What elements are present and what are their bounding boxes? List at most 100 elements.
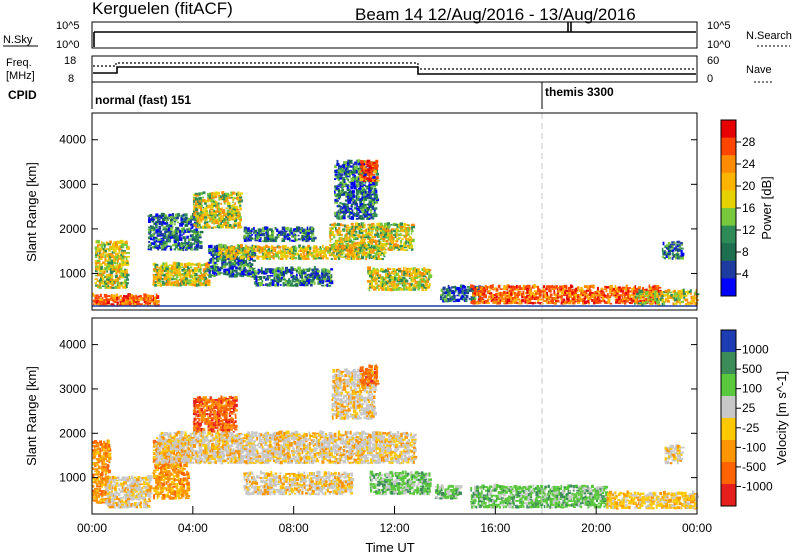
power-echo-cell: [157, 248, 160, 251]
velocity-echo-cell: [97, 465, 101, 468]
power-echo-cell: [350, 205, 353, 208]
velocity-echo-cell: [104, 491, 108, 494]
power-echo-cell: [371, 197, 374, 200]
velocity-echo-cell: [96, 482, 99, 486]
power-echo-cell: [120, 249, 124, 252]
power-echo-cell: [387, 232, 390, 235]
power-echo-cell: [136, 295, 139, 300]
power-echo-cell: [261, 250, 264, 253]
power-echo-cell: [234, 197, 238, 200]
power-echo-cell: [202, 268, 207, 273]
power-echo-cell: [370, 226, 374, 229]
power-echo-cell: [176, 268, 181, 272]
power-echo-cell: [195, 279, 199, 283]
power-echo-cell: [212, 209, 215, 211]
power-echo-cell: [307, 239, 310, 242]
power-echo-cell: [671, 253, 674, 256]
cpid-label: CPID: [8, 88, 37, 102]
power-echo-cell: [415, 285, 418, 289]
power-echo-cell: [260, 246, 262, 251]
power-echo-cell: [164, 215, 167, 220]
power-echo-cell: [351, 240, 355, 243]
velocity-echo-cell: [99, 492, 103, 496]
power-echo-cell: [355, 190, 360, 194]
velocity-echo-cell: [108, 448, 112, 452]
power-echo-cell: [118, 241, 122, 244]
power-echo-cell: [176, 265, 179, 269]
power-echo-cell: [266, 269, 268, 273]
power-echo-cell: [148, 244, 151, 247]
power-echo-cell: [136, 303, 140, 305]
power-echo-cell: [343, 215, 346, 220]
power-echo-cell: [419, 271, 421, 275]
power-echo-cell: [198, 194, 201, 197]
power-echo-cell: [304, 268, 308, 271]
power-echo-cell: [522, 290, 525, 295]
power-echo-cell: [560, 295, 564, 297]
velocity-echo-cell: [143, 485, 146, 488]
power-echo-cell: [248, 253, 251, 256]
power-echo-cell: [155, 295, 160, 299]
power-echo-cell: [486, 302, 490, 304]
power-echo-cell: [495, 288, 499, 291]
power-colorbar-tick-label: 12: [742, 223, 756, 237]
power-echo-cell: [693, 293, 696, 297]
power-echo-cell: [229, 194, 233, 197]
power-echo-cell: [121, 300, 125, 305]
power-echo-cell: [122, 253, 124, 256]
power-echo-cell: [361, 187, 365, 190]
power-echo-cell: [105, 241, 109, 246]
power-echo-cell: [211, 255, 215, 258]
power-echo-cell: [339, 223, 342, 227]
power-echo-cell: [342, 212, 347, 216]
power-echo-cell: [352, 173, 355, 176]
power-echo-cell: [234, 254, 237, 258]
power-echo-cell: [329, 248, 332, 251]
power-echo-cell: [610, 292, 613, 297]
power-echo-cell: [647, 300, 651, 303]
power-echo-cell: [126, 242, 128, 246]
power-echo-cell: [376, 226, 379, 229]
power-echo-cell: [338, 249, 342, 252]
power-echo-cell: [115, 270, 118, 273]
power-echo-cell: [364, 191, 368, 194]
power-echo-cell: [564, 287, 567, 290]
power-echo-cell: [273, 279, 277, 283]
power-echo-cell: [185, 282, 188, 287]
power-echo-cell: [478, 298, 481, 300]
power-echo-cell: [654, 293, 658, 297]
power-echo-cell: [160, 271, 163, 274]
power-echo-cell: [260, 232, 262, 234]
power-echo-cell: [363, 236, 367, 239]
power-echo-cell: [182, 277, 186, 281]
power-echo-cell: [277, 232, 281, 234]
power-echo-cell: [682, 291, 686, 296]
velocity-echo-cell: [126, 488, 129, 491]
power-echo-cell: [167, 232, 171, 235]
power-echo-cell: [684, 294, 688, 297]
power-echo-cell: [115, 252, 119, 256]
power-echo-cell: [388, 276, 392, 279]
power-echo-cell: [634, 296, 637, 299]
power-echo-cell: [205, 207, 208, 211]
power-echo-cell: [186, 273, 190, 277]
power-echo-cell: [120, 274, 125, 279]
power-echo-cell: [214, 250, 217, 254]
velocity-echo-cell: [101, 490, 105, 494]
power-echo-cell: [195, 224, 198, 229]
power-echo-cell: [356, 234, 361, 237]
velocity-echo-cell: [102, 448, 106, 452]
power-echo-cell: [230, 212, 233, 215]
power-echo-cell: [569, 284, 573, 288]
power-echo-cell: [289, 227, 291, 230]
power-echo-cell: [373, 169, 377, 174]
power-echo-cell: [273, 276, 276, 280]
power-echo-cell: [373, 188, 377, 190]
power-echo-cell: [287, 280, 292, 283]
power-echo-cell: [109, 247, 112, 250]
velocity-echo-cell: [114, 485, 118, 488]
power-echo-cell: [177, 282, 181, 287]
power-echo-cell: [256, 248, 260, 252]
power-echo-cell: [120, 266, 123, 270]
